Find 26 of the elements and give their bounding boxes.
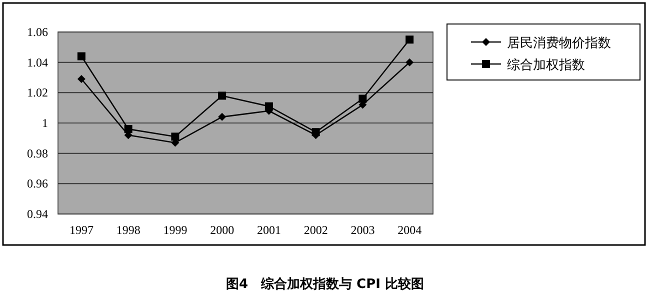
y-tick-label: 0.98 [27, 146, 48, 160]
x-tick-label: 1997 [69, 223, 94, 237]
point [77, 75, 86, 84]
y-tick-label: 0.94 [27, 207, 48, 221]
point [218, 112, 226, 121]
x-tick-label: 2004 [398, 223, 422, 237]
x-tick-label: 2003 [350, 223, 375, 237]
legend-label: 综合加权指数 [507, 57, 585, 72]
point [358, 94, 367, 103]
point [406, 58, 414, 66]
x-tick-label: 2001 [256, 223, 281, 237]
text: 图4 综合加权指数与 CPI 比较图 [226, 276, 424, 292]
legend-label: 居民消费物价指数 [507, 35, 611, 50]
x-tick-label: 2002 [304, 223, 328, 237]
x-tick-label: 2000 [210, 223, 234, 237]
x-tick-label: 1998 [116, 223, 140, 237]
y-tick-label: 1 [42, 116, 48, 130]
y-tick-label: 0.96 [27, 176, 48, 191]
y-tick-label: 1.06 [27, 25, 48, 39]
x-tick-label: 1999 [163, 223, 188, 237]
y-tick-label: 1.02 [27, 86, 48, 100]
point [77, 52, 86, 60]
point [218, 92, 226, 100]
point [171, 132, 180, 141]
point [406, 36, 414, 44]
y-tick-label: 1.04 [27, 55, 48, 70]
